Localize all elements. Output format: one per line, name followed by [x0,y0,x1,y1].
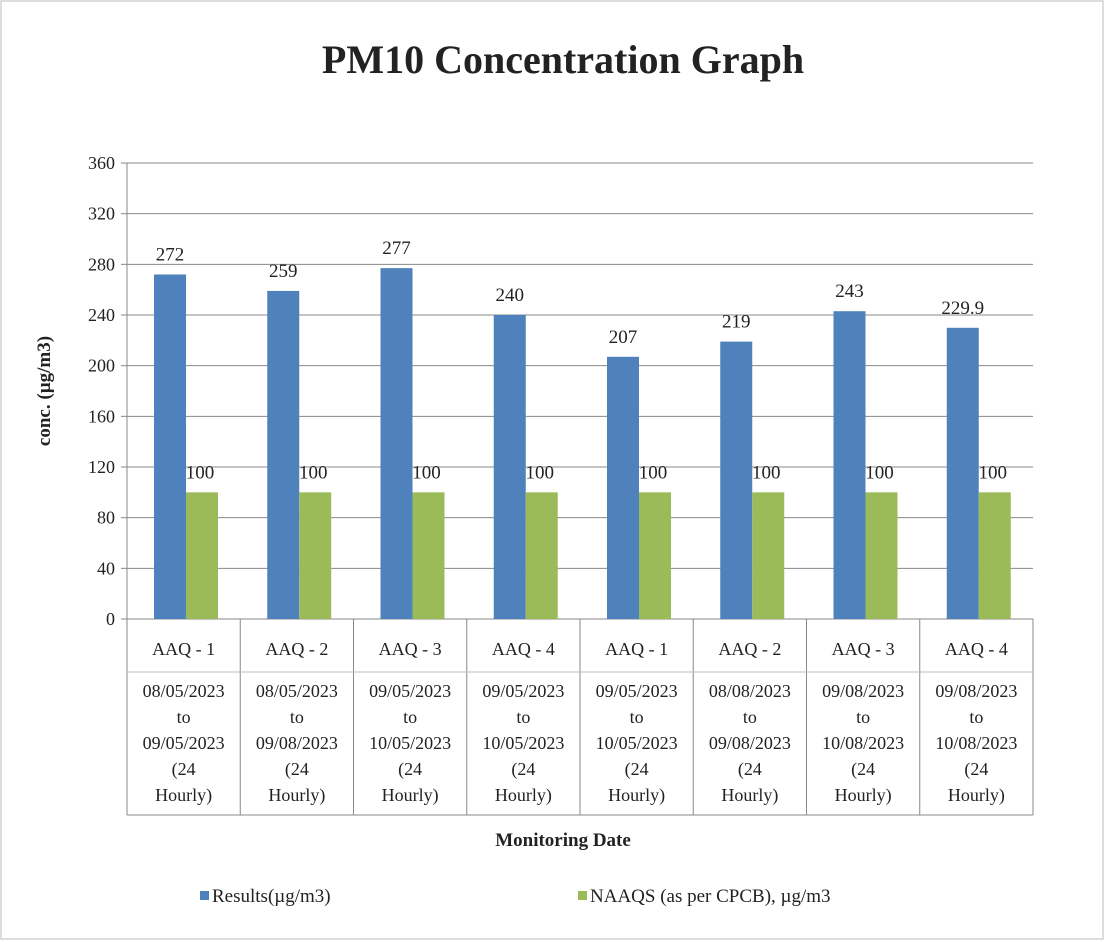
date-label: (24 [511,759,535,780]
bar [607,356,639,619]
date-label: Hourly) [155,785,212,806]
y-axis-label: conc. (µg/m3) [34,336,55,446]
date-label: Hourly) [268,785,325,806]
data-label: 259 [269,261,298,282]
data-label: 272 [156,244,185,265]
date-label: Hourly) [835,785,892,806]
date-label: Hourly) [721,785,778,806]
bar [752,492,785,619]
legend-swatch [200,891,209,900]
data-label: 100 [865,462,894,483]
bar [299,492,332,619]
date-label: 10/08/2023 [935,733,1017,753]
date-label: 10/05/2023 [482,733,564,753]
date-label: 08/05/2023 [143,681,225,701]
date-label: (24 [851,759,875,780]
x-axis-label: Monitoring Date [495,830,631,851]
date-label: to [969,707,983,727]
y-tick-label: 280 [88,254,115,274]
date-label: Hourly) [382,785,439,806]
chart-title: PM10 Concentration Graph [322,37,804,82]
bar [946,327,979,619]
x-tick-label: AAQ - 2 [265,639,328,659]
y-tick-label: 120 [88,457,115,477]
date-label: 09/08/2023 [822,681,904,701]
bar [720,341,753,619]
bar [186,492,218,619]
data-label: 240 [496,285,525,306]
x-tick-label: AAQ - 3 [832,639,895,659]
date-label: 09/08/2023 [935,681,1017,701]
date-label: to [630,707,644,727]
date-label: 09/05/2023 [143,733,225,753]
bar [525,492,558,619]
date-label: to [177,707,191,727]
date-label: (24 [738,759,762,780]
y-tick-label: 240 [88,305,115,325]
y-tick-label: 0 [106,609,115,629]
data-label: 219 [722,312,751,333]
x-tick-label: AAQ - 4 [945,639,1008,659]
data-label: 100 [979,462,1008,483]
data-label: 100 [639,462,668,483]
x-tick-label: AAQ - 1 [152,639,215,659]
bar [833,311,866,619]
date-label: 10/05/2023 [596,733,678,753]
y-tick-label: 160 [88,406,115,426]
date-label: to [743,707,757,727]
date-label: to [856,707,870,727]
legend-label: NAAQS (as per CPCB), µg/m3 [590,886,831,907]
data-label: 243 [835,281,864,302]
date-label: 10/05/2023 [369,733,451,753]
bar [639,492,671,619]
bar [380,268,413,619]
date-label: to [516,707,530,727]
data-label: 100 [752,462,781,483]
date-label: (24 [398,759,422,780]
date-label: to [290,707,304,727]
date-label: 08/05/2023 [256,681,338,701]
y-tick-label: 200 [88,356,115,376]
data-label: 207 [609,327,638,348]
date-label: (24 [964,759,988,780]
data-label: 100 [526,462,555,483]
date-label: 08/08/2023 [709,681,791,701]
y-tick-label: 320 [88,204,115,224]
date-label: 09/05/2023 [596,681,678,701]
date-label: Hourly) [495,785,552,806]
date-label: 09/05/2023 [482,681,564,701]
y-tick-label: 80 [97,508,115,528]
legend-swatch [578,891,587,900]
date-label: 09/08/2023 [709,733,791,753]
date-label: 09/08/2023 [256,733,338,753]
y-tick-label: 40 [97,558,115,578]
date-label: Hourly) [948,785,1005,806]
date-label: to [403,707,417,727]
date-label: (24 [285,759,309,780]
data-label: 229.9 [941,298,984,319]
date-label: Hourly) [608,785,665,806]
bar [154,274,186,619]
y-tick-label: 360 [88,153,115,173]
bar [978,492,1011,619]
bar [865,492,898,619]
date-label: (24 [625,759,649,780]
date-label: 10/08/2023 [822,733,904,753]
x-tick-label: AAQ - 3 [379,639,442,659]
data-label: 100 [299,462,328,483]
data-label: 100 [186,462,215,483]
data-label: 277 [382,238,411,259]
legend-label: Results(µg/m3) [212,886,331,907]
x-tick-label: AAQ - 4 [492,639,555,659]
date-label: (24 [172,759,196,780]
x-tick-label: AAQ - 2 [718,639,781,659]
data-label: 100 [412,462,441,483]
date-label: 09/05/2023 [369,681,451,701]
bar [412,492,445,619]
x-tick-label: AAQ - 1 [605,639,668,659]
bar [267,290,300,619]
bar [493,315,526,619]
